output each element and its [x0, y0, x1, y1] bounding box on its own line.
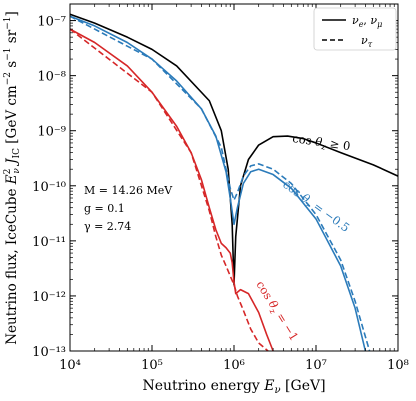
legend: νe, νμ ντ	[313, 7, 397, 51]
y-tick-label: 10⁻¹³	[32, 345, 66, 360]
x-tick-label: 10⁵	[141, 358, 163, 373]
legend-label-nue-numu: νe, νμ	[352, 14, 382, 29]
annotation-cos-geq-0: cos θz ≥ 0	[291, 131, 351, 155]
y-tick-label: 10⁻¹²	[32, 290, 66, 305]
annotation-cos-m1: cos θz = −1	[252, 278, 302, 344]
y-tick-label: 10⁻⁹	[37, 125, 66, 140]
axis-layer: 10⁴ 10⁵ 10⁶ 10⁷ 10⁸ 10⁻¹³ 10⁻¹² 10⁻¹¹ 10⁻¹⁰ 10⁻⁹ 1…	[32, 3, 409, 373]
x-tick-label: 10⁸	[387, 358, 409, 373]
param-gamma: γ = 2.74	[84, 220, 131, 233]
plot-frame	[69, 3, 399, 352]
x-tick-label: 10⁷	[305, 358, 327, 373]
parameter-block: M = 14.26 MeV g = 0.1 γ = 2.74	[84, 184, 173, 233]
series-line-1	[69, 15, 367, 352]
x-axis-label: Neutrino energy Eν [GeV]	[142, 378, 325, 396]
series-layer	[69, 13, 399, 352]
y-tick-label: 10⁻⁷	[37, 15, 66, 30]
annotation-cos-m05: cos θz = −0.5	[279, 177, 352, 236]
series-line-4	[69, 28, 269, 352]
y-tick-label: 10⁻⁸	[37, 70, 66, 85]
series-line-2	[69, 15, 371, 352]
x-tick-label: 10⁶	[223, 358, 245, 373]
legend-label-nutau: ντ	[361, 34, 373, 49]
param-coupling: g = 0.1	[84, 202, 125, 215]
series-line-0	[69, 13, 399, 286]
y-tick-label: 10⁻¹⁰	[32, 180, 66, 195]
param-mass: M = 14.26 MeV	[84, 184, 173, 197]
y-axis-label: Neutrino flux, IceCube E2ν JIC [GeV cm−2…	[3, 11, 22, 345]
x-tick-label: 10⁴	[59, 358, 81, 373]
y-tick-label: 10⁻¹¹	[32, 235, 66, 250]
